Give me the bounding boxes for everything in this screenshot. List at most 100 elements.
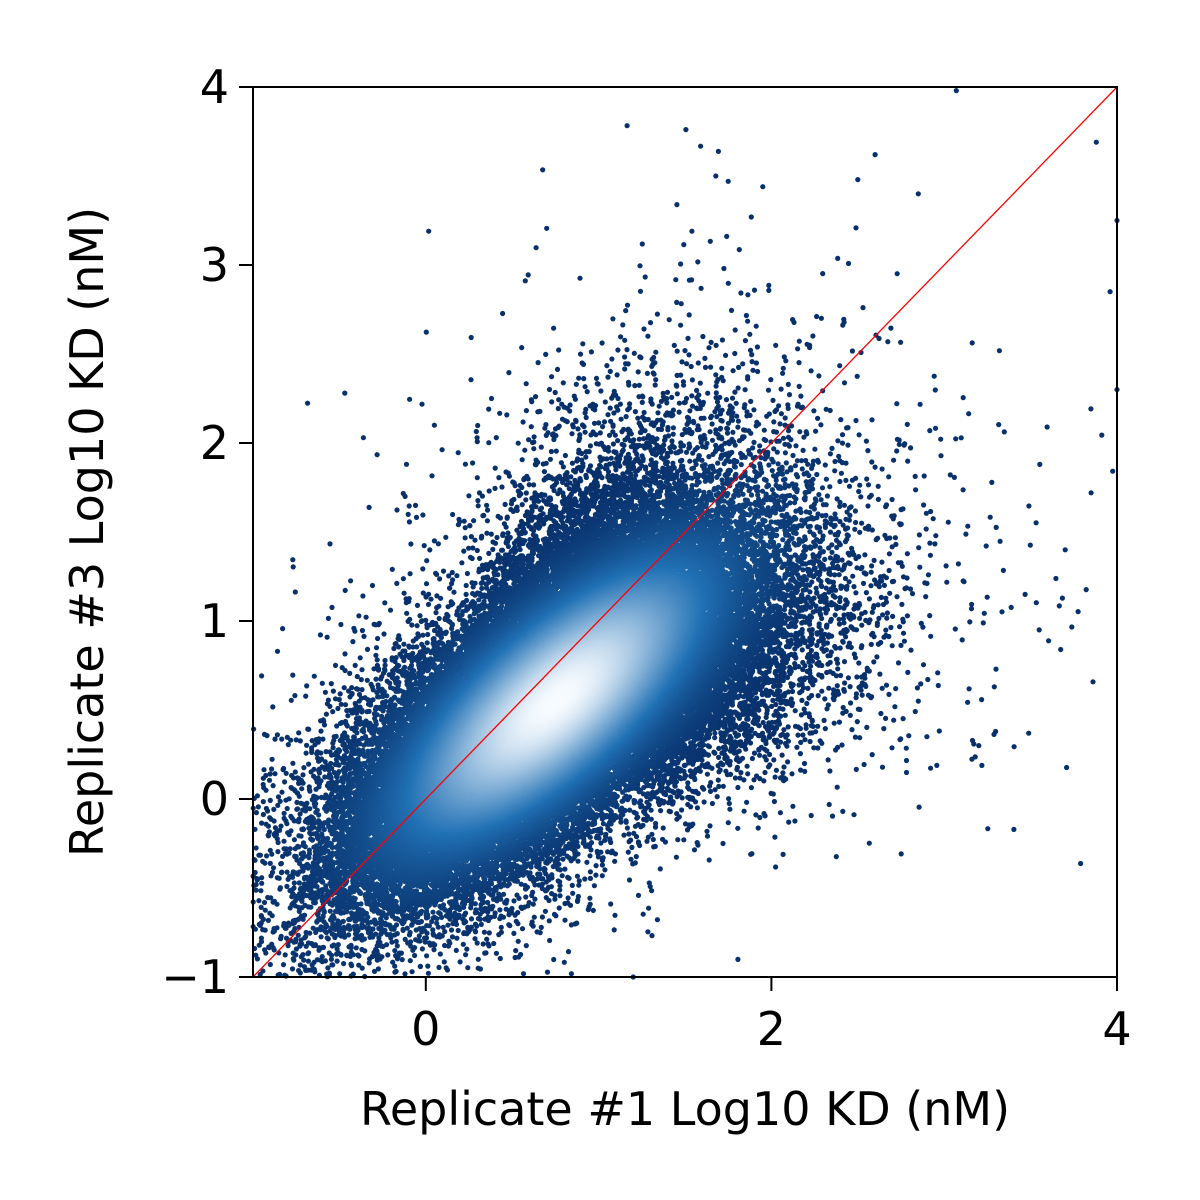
scatter-point: [724, 397, 729, 402]
scatter-point: [375, 452, 380, 457]
scatter-point: [989, 480, 994, 485]
scatter-point: [407, 503, 412, 508]
scatter-point: [981, 620, 986, 625]
scatter-point: [461, 549, 466, 554]
scatter-point: [691, 420, 696, 425]
scatter-point: [825, 662, 830, 667]
scatter-point: [751, 407, 756, 412]
scatter-point: [686, 352, 691, 357]
scatter-point: [449, 581, 454, 586]
scatter-point: [574, 382, 579, 387]
scatter-point: [767, 733, 772, 738]
scatter-point: [873, 465, 878, 470]
scatter-point: [699, 286, 704, 291]
scatter-point: [266, 833, 271, 838]
scatter-point: [864, 590, 869, 595]
scatter-point: [896, 560, 901, 565]
scatter-point: [850, 574, 855, 579]
scatter-point: [646, 906, 651, 911]
scatter-point: [593, 873, 598, 878]
scatter-point: [625, 303, 630, 308]
scatter-point: [833, 612, 838, 617]
scatter-point: [721, 784, 726, 789]
scatter-point: [905, 670, 910, 675]
scatter-point: [841, 612, 846, 617]
scatter-point: [475, 548, 480, 553]
scatter-point: [788, 681, 793, 686]
scatter-point: [578, 352, 583, 357]
scatter-point: [742, 405, 747, 410]
scatter-point: [894, 401, 899, 406]
scatter-point: [999, 609, 1004, 614]
scatter-point: [875, 620, 880, 625]
scatter-point: [608, 901, 613, 906]
scatter-point: [438, 596, 443, 601]
scatter-point: [779, 411, 784, 416]
scatter-point: [689, 393, 694, 398]
scatter-point: [279, 790, 284, 795]
scatter-point: [675, 391, 680, 396]
scatter-point: [636, 839, 641, 844]
scatter-point: [757, 753, 762, 758]
scatter-point: [513, 948, 518, 953]
scatter-point: [491, 941, 496, 946]
scatter-point: [695, 840, 700, 845]
scatter-point: [408, 958, 413, 963]
scatter-point: [684, 361, 689, 366]
scatter-point: [880, 765, 885, 770]
scatter-point: [698, 144, 703, 149]
scatter-point: [622, 338, 627, 343]
scatter-point: [690, 377, 695, 382]
scatter-point: [351, 972, 356, 977]
scatter-point: [681, 443, 686, 448]
scatter-point: [760, 184, 765, 189]
scatter-point: [456, 450, 461, 455]
scatter-point: [840, 323, 845, 328]
scatter-point: [475, 423, 480, 428]
scatter-point: [771, 419, 776, 424]
scatter-point: [626, 831, 631, 836]
scatter-point: [781, 764, 786, 769]
scatter-point: [837, 363, 842, 368]
scatter-point: [489, 396, 494, 401]
scatter-point: [429, 473, 434, 478]
scatter-point: [882, 583, 887, 588]
scatter-point: [505, 539, 510, 544]
scatter-point: [671, 425, 676, 430]
scatter-point: [569, 431, 574, 436]
scatter-point: [802, 707, 807, 712]
scatter-point: [840, 432, 845, 437]
scatter-point: [895, 271, 900, 276]
scatter-point: [542, 426, 547, 431]
scatter-point: [736, 385, 741, 390]
scatter-point: [626, 361, 631, 366]
scatter-point: [719, 366, 724, 371]
scatter-point: [600, 873, 605, 878]
scatter-point: [1045, 424, 1050, 429]
scatter-point: [813, 429, 818, 434]
scatter-point: [700, 334, 705, 339]
scatter-point: [927, 428, 932, 433]
scatter-point: [856, 685, 861, 690]
scatter-point: [588, 876, 593, 881]
scatter-point: [527, 900, 532, 905]
scatter-point: [1037, 627, 1042, 632]
scatter-point: [555, 491, 560, 496]
scatter-point: [600, 862, 605, 867]
scatter-point: [902, 639, 907, 644]
scatter-point: [761, 811, 766, 816]
scatter-point: [917, 565, 922, 570]
scatter-point: [743, 387, 748, 392]
scatter-point: [916, 699, 921, 704]
scatter-point: [634, 854, 639, 859]
scatter-point: [514, 919, 519, 924]
scatter-point: [853, 735, 858, 740]
scatter-point: [733, 327, 738, 332]
scatter-point: [835, 683, 840, 688]
scatter-point: [561, 380, 566, 385]
scatter-point: [845, 443, 850, 448]
scatter-point: [1011, 827, 1016, 832]
scatter-point: [477, 556, 482, 561]
scatter-point: [721, 378, 726, 383]
scatter-point: [818, 422, 823, 427]
